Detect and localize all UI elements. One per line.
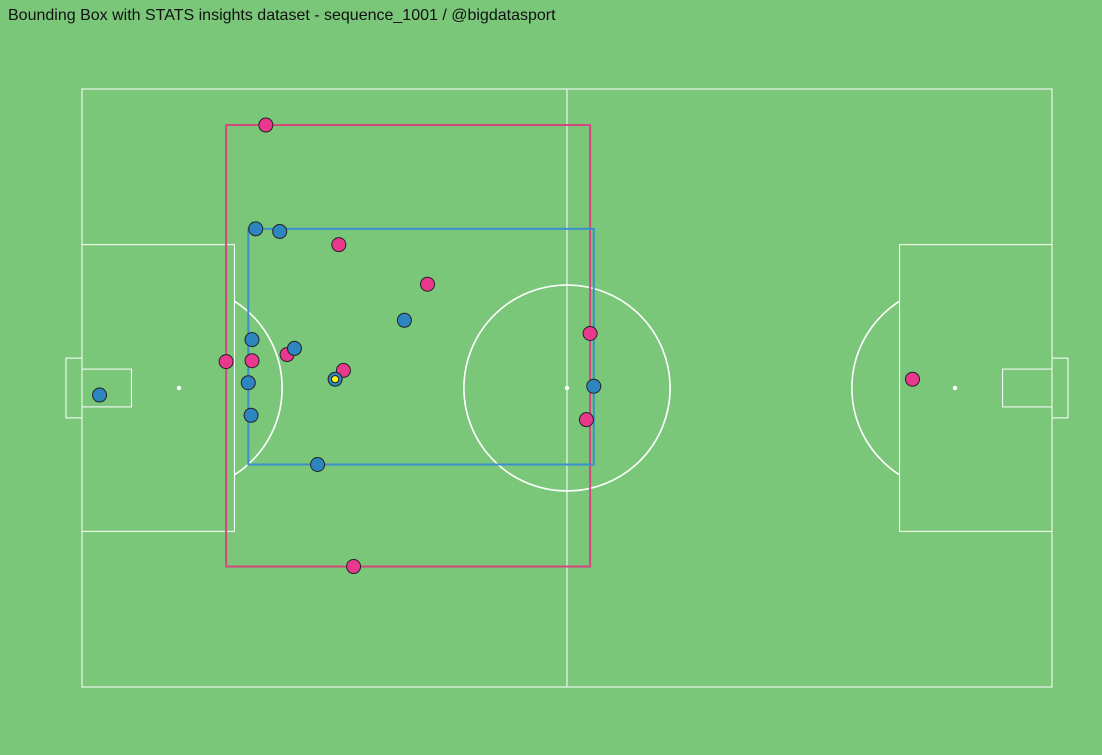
centre-spot: [564, 385, 570, 391]
penalty-area-right: [899, 244, 1053, 532]
player-blue-5: [244, 332, 260, 348]
player-blue-7: [240, 375, 256, 391]
centre-circle: [463, 284, 671, 492]
player-pink-8: [582, 325, 598, 341]
player-pink-2: [331, 237, 347, 253]
six-yard-box-left: [81, 368, 132, 408]
penalty-spot-left: [176, 385, 182, 391]
player-blue-3: [272, 223, 288, 239]
six-yard-box-right: [1002, 368, 1053, 408]
player-pink-1: [258, 117, 274, 133]
player-blue-11: [586, 378, 602, 394]
bounding-box-2: [247, 227, 595, 466]
player-blue-4: [396, 312, 412, 328]
penalty-spot-right: [952, 385, 958, 391]
player-blue-8: [243, 407, 259, 423]
bounding-box-1: [225, 124, 592, 568]
player-pink-10: [346, 559, 362, 575]
player-pink-3: [420, 276, 436, 292]
goal-left: [65, 357, 83, 419]
player-pink-11: [905, 371, 921, 387]
player-pink-9: [578, 412, 594, 428]
goal-right: [1051, 357, 1069, 419]
penalty-arc-right: [851, 300, 901, 476]
player-pink-5: [244, 353, 260, 369]
player-blue-6: [286, 340, 302, 356]
penalty-arc-left: [233, 300, 283, 476]
player-blue-10: [310, 457, 326, 473]
player-blue-2: [248, 221, 264, 237]
penalty-area-left: [81, 244, 235, 532]
player-pink-4: [218, 354, 234, 370]
chart-title: Bounding Box with STATS insights dataset…: [8, 7, 556, 24]
ball-marker: [331, 375, 340, 384]
player-blue-1: [92, 387, 108, 403]
